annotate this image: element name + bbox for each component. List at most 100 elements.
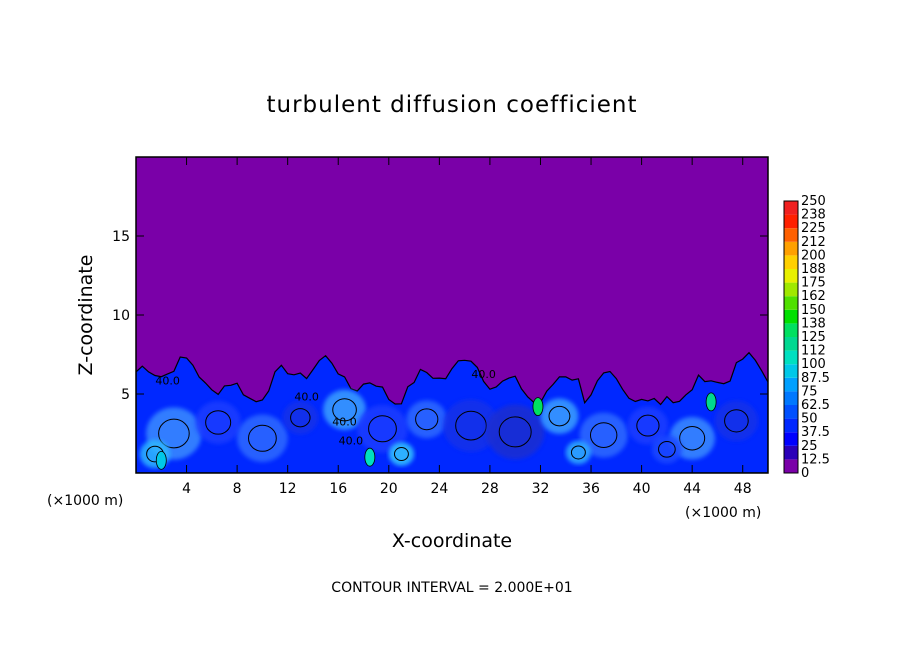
eddy — [323, 389, 367, 430]
contour-line — [415, 408, 439, 431]
colorbar-label: 175 — [801, 276, 826, 291]
colorbar-label: 238 — [801, 208, 826, 223]
eddy — [443, 399, 499, 452]
x-tick-label: 12 — [279, 481, 297, 497]
colorbar-swatch — [784, 337, 798, 351]
eddy — [237, 414, 288, 462]
chart-title: turbulent diffusion coefficient — [266, 92, 637, 118]
y-tick-label: 10 — [112, 308, 130, 324]
colorbar-label: 75 — [801, 384, 818, 399]
colorbar-label: 25 — [801, 439, 818, 454]
colorbar-label: 188 — [801, 262, 826, 277]
contour-label: 40.0 — [294, 390, 319, 403]
eddy — [406, 400, 447, 439]
y-axis: 5 10 15 — [112, 229, 768, 403]
x-axis: 4 8 12 16 20 24 28 32 36 40 44 48 — [182, 157, 752, 497]
colorbar-swatch — [784, 296, 798, 310]
eddy — [579, 412, 628, 458]
colorbar-swatch — [784, 418, 798, 433]
colorbar: 012.52537.55062.57587.510011212513815016… — [783, 194, 830, 481]
colorbar-label: 200 — [801, 248, 826, 263]
contour-line — [247, 424, 277, 452]
colorbar-label: 225 — [801, 221, 826, 236]
colorbar-swatch — [784, 323, 798, 337]
x-tick-label: 40 — [633, 481, 651, 497]
contour-line — [570, 445, 586, 460]
colorbar-frame — [783, 200, 799, 474]
contour-line — [290, 408, 311, 428]
colorbar-label: 138 — [801, 316, 826, 331]
colorbar-swatch — [784, 282, 798, 297]
contour-line — [332, 398, 357, 422]
x-tick-label: 32 — [532, 481, 550, 497]
colorbar-swatch — [784, 432, 798, 446]
eddy — [486, 404, 545, 460]
colorbar-label: 12.5 — [801, 452, 830, 467]
colorbar-swatch — [784, 350, 798, 365]
x-axis-title: X-coordinate — [392, 530, 512, 552]
colorbar-swatch — [784, 228, 798, 242]
colorbar-swatch — [784, 364, 798, 378]
x-tick-label: 36 — [582, 481, 600, 497]
colorbar-label: 250 — [801, 194, 826, 209]
high-value-patch — [364, 447, 376, 467]
eddy — [627, 406, 669, 445]
contour-line — [548, 405, 571, 427]
contour-line — [158, 418, 190, 449]
colorbar-label: 0 — [801, 466, 809, 481]
high-value-patch — [705, 392, 717, 412]
x-tick-label: 48 — [734, 481, 752, 497]
contour-line — [679, 426, 706, 451]
high-value-patch — [155, 450, 167, 470]
colorbar-swatch — [784, 391, 798, 405]
x-tick-label: 44 — [683, 481, 701, 497]
colorbar-swatch — [784, 309, 798, 324]
eddy — [714, 400, 758, 442]
x-tick-label: 20 — [380, 481, 398, 497]
colorbar-label: 100 — [801, 357, 826, 372]
eddy — [357, 405, 408, 453]
contour-line — [368, 415, 397, 443]
turbulent-layer: 40.0 40.0 40.0 40.0 40.0 — [136, 351, 768, 473]
contour-line — [393, 447, 409, 462]
colorbar-swatch — [784, 459, 798, 473]
eddy — [651, 435, 683, 464]
high-value-patch — [532, 397, 544, 417]
x-tick-label: 16 — [329, 481, 347, 497]
contour-line — [205, 410, 232, 435]
colorbar-label: 112 — [801, 344, 826, 359]
y-tick-label: 15 — [112, 229, 130, 245]
colorbar-label: 62.5 — [801, 398, 830, 413]
x-unit-label-left: (×1000 m) — [47, 493, 123, 509]
colorbar-label: 50 — [801, 412, 818, 427]
colorbar-swatch — [784, 269, 798, 283]
colorbar-swatch — [784, 405, 798, 419]
contour-line — [455, 410, 487, 441]
y-axis-title: Z-coordinate — [75, 255, 97, 376]
contour-label: 40.0 — [471, 368, 496, 381]
contour-label: 40.0 — [339, 435, 364, 448]
colorbar-swatch — [784, 445, 798, 460]
x-tick-label: 24 — [430, 481, 448, 497]
colorbar-swatch — [784, 201, 798, 215]
colorbar-swatch — [784, 255, 798, 269]
contour-line — [724, 409, 749, 433]
x-tick-label: 28 — [481, 481, 499, 497]
contour-line — [498, 416, 532, 448]
contour-label: 40.0 — [155, 375, 180, 388]
contour-line — [658, 440, 676, 458]
colorbar-label: 212 — [801, 235, 826, 250]
x-unit-label-right: (×1000 m) — [685, 505, 761, 521]
colorbar-label: 162 — [801, 289, 826, 304]
x-tick-label: 8 — [233, 481, 242, 497]
eddy — [565, 440, 592, 465]
x-tick-label: 4 — [182, 481, 191, 497]
eddy — [540, 398, 579, 434]
colorbar-swatch — [784, 214, 798, 229]
colorbar-label: 150 — [801, 303, 826, 318]
colorbar-swatch — [784, 241, 798, 256]
eddy — [388, 442, 415, 466]
colorbar-label: 125 — [801, 330, 826, 345]
contour-label: 40.0 — [332, 416, 357, 429]
